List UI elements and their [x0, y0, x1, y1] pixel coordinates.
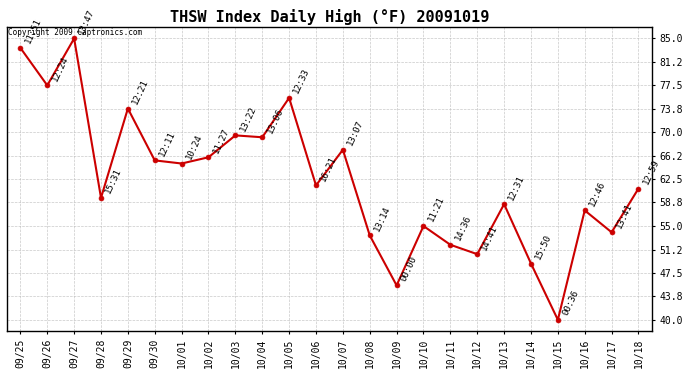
Text: 12:33: 12:33	[292, 67, 311, 95]
Text: 11:27: 11:27	[211, 126, 230, 154]
Text: 12:21: 12:21	[130, 78, 150, 106]
Text: 15:31: 15:31	[104, 167, 124, 195]
Text: 13:47: 13:47	[77, 8, 97, 36]
Text: 00:00: 00:00	[400, 255, 419, 283]
Text: 12:11: 12:11	[157, 129, 177, 158]
Text: 11:51: 11:51	[23, 17, 43, 45]
Text: 14:41: 14:41	[480, 223, 500, 251]
Text: 16:21: 16:21	[319, 154, 338, 183]
Text: 12:46: 12:46	[587, 180, 607, 208]
Title: THSW Index Daily High (°F) 20091019: THSW Index Daily High (°F) 20091019	[170, 9, 489, 26]
Text: 13:06: 13:06	[265, 106, 284, 135]
Text: Copyright 2009 Captronics.com: Copyright 2009 Captronics.com	[8, 28, 142, 37]
Text: 15:50: 15:50	[534, 232, 553, 261]
Text: 13:22: 13:22	[238, 105, 257, 133]
Text: 13:07: 13:07	[346, 119, 365, 147]
Text: 12:59: 12:59	[641, 158, 661, 186]
Text: 13:41: 13:41	[614, 201, 634, 229]
Text: 12:24: 12:24	[50, 54, 70, 82]
Text: 10:24: 10:24	[184, 133, 204, 161]
Text: 11:21: 11:21	[426, 195, 446, 223]
Text: 13:14: 13:14	[373, 204, 392, 232]
Text: 00:36: 00:36	[561, 289, 580, 317]
Text: 14:36: 14:36	[453, 214, 473, 242]
Text: 12:31: 12:31	[507, 173, 526, 201]
